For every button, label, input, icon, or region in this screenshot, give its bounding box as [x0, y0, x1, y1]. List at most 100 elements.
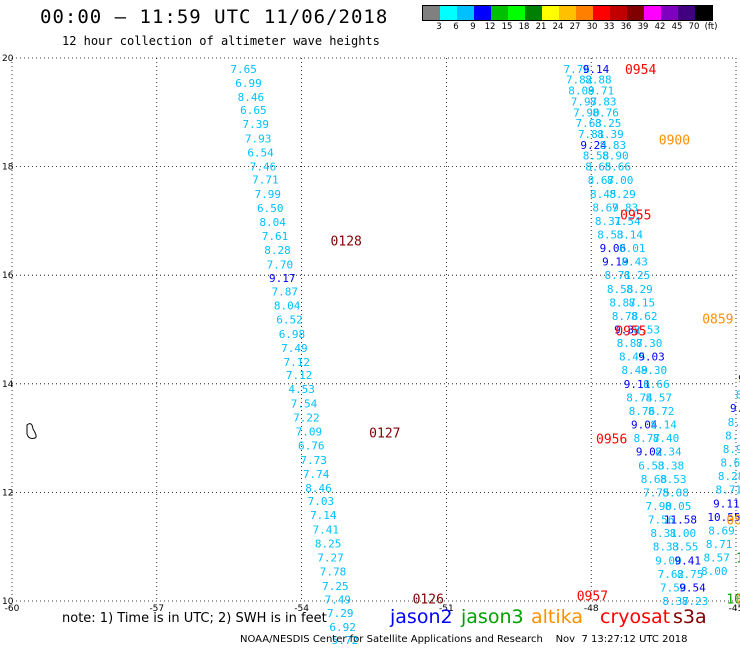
legend-swatch [474, 6, 491, 20]
x-tick-label: -60 [5, 604, 20, 614]
satellite-label-altika: altika [531, 606, 583, 628]
wave-height-value: 8.55 [672, 541, 699, 554]
wave-height-value: 8.49 [621, 364, 648, 377]
satellite-label-jason3: jason3 [461, 606, 524, 628]
wave-height-value: 7.54 [291, 397, 318, 410]
legend-swatch [644, 6, 661, 20]
legend-label: 9 [470, 22, 476, 32]
wave-height-value: 8.2 [736, 389, 740, 402]
wave-height-value: 8.38 [658, 459, 685, 472]
wave-height-value: 8.71 [588, 85, 615, 98]
wave-height-value: 7.90 [646, 500, 673, 513]
wave-height-value: 8.57 [646, 391, 673, 404]
wave-height-value: 8.45 [590, 188, 617, 201]
wave-height-value: 9.19 [602, 256, 629, 269]
chart-title: 00:00 – 11:59 UTC 11/06/2018 [40, 6, 389, 28]
wave-height-value: 11.58 [664, 514, 697, 527]
wave-height-value: 7.61 [262, 230, 289, 243]
legend-swatch [457, 6, 474, 20]
wave-height-value: 7.90 [573, 106, 600, 119]
satellite-label-cryosat: cryosat [600, 606, 671, 628]
pass-time-label: 1016 [726, 592, 740, 607]
wave-height-value: 7.99 [255, 188, 282, 201]
wave-height-value: 6.19 [334, 648, 361, 650]
wave-height-value: 8.04 [259, 216, 286, 229]
wave-height-value: 6.99 [235, 77, 262, 90]
wave-height-value: 7.09 [296, 426, 323, 439]
wave-height-value: 9.11 [713, 497, 740, 510]
legend-swatch [440, 6, 457, 20]
wave-height-value: 8.69 [592, 201, 619, 214]
wave-height-value: 6.92 [329, 621, 356, 634]
wave-height-value: 8.78 [612, 310, 639, 323]
wave-height-value: 8.29 [609, 188, 636, 201]
wave-height-value: 8.08 [662, 486, 689, 499]
wave-height-value: 5.72 [332, 634, 359, 647]
legend-label: 12 [484, 22, 496, 32]
wave-height-value: 7.62 [658, 568, 685, 581]
wave-height-value: 8.46 [305, 482, 332, 495]
wave-height-value: 7.22 [293, 411, 320, 424]
wave-height-value: 8.83 [590, 95, 617, 108]
wave-height-value: 8.83 [600, 139, 627, 152]
legend-swatch [610, 6, 627, 20]
wave-height-value: 8.17 [725, 429, 740, 442]
wave-height-value: 10.55 [707, 511, 740, 524]
wave-height-value: 7.97 [571, 95, 598, 108]
legend-label: 42 [654, 22, 666, 32]
legend-label: 45 [671, 22, 683, 32]
wave-height-value: 8.91 [723, 443, 740, 456]
wave-height-value: 9.14 [583, 63, 610, 76]
wave-height-value: 8.40 [653, 432, 680, 445]
legend-label: 70 [688, 22, 700, 32]
legend-swatch [559, 6, 576, 20]
pass-time-label: 0956 [596, 433, 627, 448]
wave-height-value: 8.25 [595, 117, 622, 130]
wave-height-value: 8.43 [621, 256, 648, 269]
wave-height-value: 8.77 [633, 432, 660, 445]
wave-height-value: 8.31 [595, 215, 622, 228]
wave-height-value: 8.69 [708, 524, 735, 537]
wave-height-value: 7.65 [230, 63, 257, 76]
legend-label: 30 [586, 22, 598, 32]
wave-height-value: 8.58 [607, 283, 634, 296]
wave-height-value: 6.53 [638, 459, 665, 472]
wave-height-value: 7.29 [327, 607, 354, 620]
legend-label: 24 [552, 22, 564, 32]
legend-swatch [525, 6, 542, 20]
wave-height-value: 8.53 [633, 324, 660, 337]
wave-height-value: 7.93 [245, 132, 272, 145]
wave-height-value: 6.52 [276, 314, 303, 327]
x-tick-label: -57 [149, 604, 164, 614]
wave-height-value: 9.04 [631, 419, 658, 432]
wave-height-value: 7.81 [578, 128, 605, 141]
footer-credit: NOAA/NESDIS Center for Satellite Applica… [240, 634, 688, 645]
wave-height-value: 9.54 [679, 581, 706, 594]
wave-height-value: 6.54 [247, 146, 274, 159]
wave-height-value: 9.13 [730, 402, 740, 415]
x-tick-label: -45 [729, 604, 740, 614]
wave-height-value: 8.28 [718, 470, 740, 483]
legend-swatch [542, 6, 559, 20]
wave-height-value: 7.41 [312, 523, 339, 536]
wave-height-value: 8.58 [583, 150, 610, 163]
pass-time-label: 0126 [413, 592, 444, 607]
wave-height-value: 8.74 [626, 391, 653, 404]
wave-height-value: 8.14 [650, 419, 677, 432]
wave-height-value: 6.50 [257, 202, 284, 215]
pass-time-label: 0955 [615, 325, 646, 340]
wave-height-value: 8.09 [568, 85, 595, 98]
legend-label: 21 [535, 22, 547, 32]
wave-height-value: 9.06 [600, 242, 627, 255]
legend-swatch [491, 6, 508, 20]
wave-height-value: 9.0 [738, 372, 740, 385]
coastline-shape [26, 423, 37, 439]
y-tick-label: 16 [2, 271, 14, 281]
wave-height-value: 8.76 [629, 405, 656, 418]
pass-time-label: 0859 [702, 313, 733, 328]
wave-height-value: 7.14 [310, 509, 337, 522]
wave-height-value: 8.66 [643, 378, 670, 391]
color-scale-labels: 3 6 9 12 15 18 21 24 27 30 33 36 39 42 45 70 (ft) [422, 22, 740, 34]
wave-height-value: 8.28 [264, 244, 291, 257]
